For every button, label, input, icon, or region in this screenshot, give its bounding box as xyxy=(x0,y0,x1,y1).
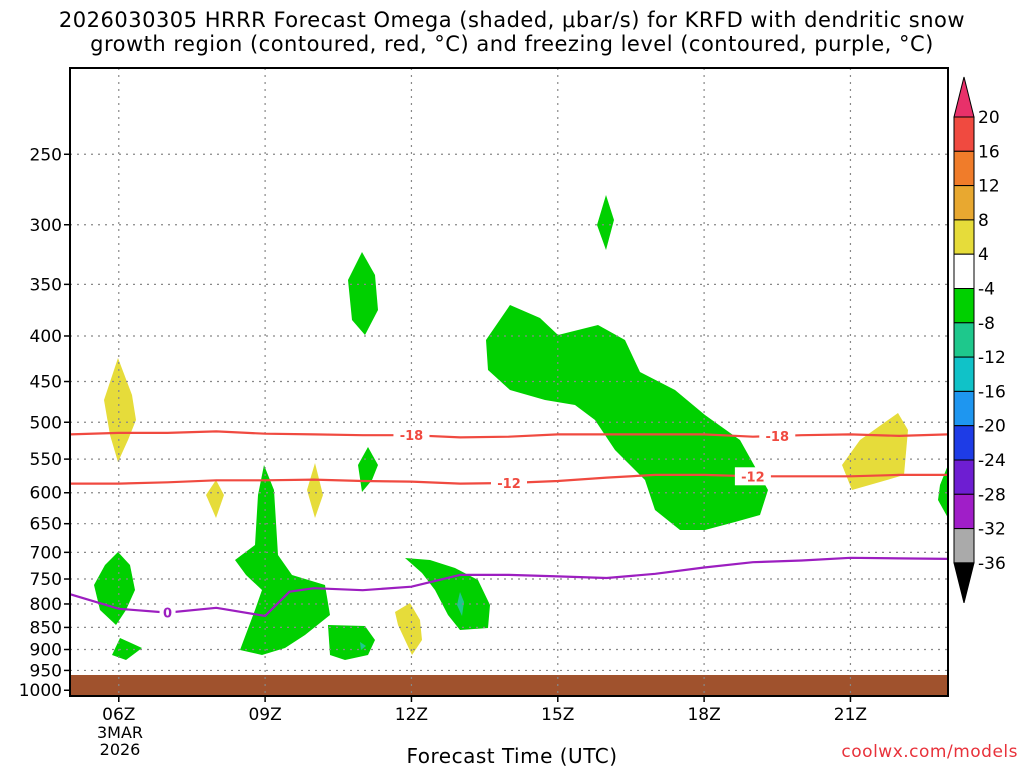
credit-text: coolwx.com/models xyxy=(841,742,1018,762)
x-tick-label: 15Z xyxy=(541,705,574,725)
contour-label: -18 xyxy=(400,429,424,444)
contours: -18 -18 -12 -12 0 xyxy=(70,426,948,622)
y-tick-label: 250 xyxy=(30,145,62,165)
ground-surface xyxy=(70,675,948,696)
contour-label-bg xyxy=(734,467,771,486)
colorbar-label: 8 xyxy=(978,211,989,231)
colorbar-swatch xyxy=(953,253,975,289)
colorbar-label: -12 xyxy=(978,348,1006,368)
colorbar-label: -8 xyxy=(978,314,995,334)
colorbar-label: -16 xyxy=(978,382,1006,402)
chart-title-line1: 2026030305 HRRR Forecast Omega (shaded, … xyxy=(58,8,966,32)
colorbar-swatch xyxy=(953,116,975,152)
colorbar-label: 20 xyxy=(978,108,1000,128)
chart-title-line2: growth region (contoured, red, °C) and f… xyxy=(90,32,934,56)
omega-shading xyxy=(94,195,948,660)
x-tick-label: 18Z xyxy=(687,705,720,725)
x-tick-label: 09Z xyxy=(248,705,281,725)
y-tick-label: 500 xyxy=(30,413,62,433)
contour-label: -18 xyxy=(766,430,790,445)
colorbar-swatch xyxy=(953,219,975,255)
colorbar-bottom-arrow xyxy=(953,562,975,604)
colorbar-swatch xyxy=(953,493,975,530)
contour-line xyxy=(70,556,948,618)
y-tick-label: 900 xyxy=(30,641,62,661)
y-tick-label: 300 xyxy=(30,216,62,236)
contour-label-bg xyxy=(393,426,430,445)
date-label-month: 3MAR xyxy=(96,723,144,742)
omega-region-yellow xyxy=(307,463,323,518)
colorbar-swatch xyxy=(953,390,975,427)
contour-label-bg xyxy=(759,426,796,445)
y-tick-label: 750 xyxy=(30,570,62,590)
contour-label-bg xyxy=(491,473,527,492)
colorbar-label: 4 xyxy=(978,245,989,265)
contour-label-bg xyxy=(159,603,176,622)
x-tick-label: 06Z xyxy=(102,705,135,725)
colorbar-swatch xyxy=(953,185,975,221)
y-tick-label: 550 xyxy=(30,450,62,470)
y-tick-label: 950 xyxy=(30,661,62,681)
y-tick-label: 700 xyxy=(30,543,62,563)
omega-region-teal xyxy=(457,592,464,616)
colorbar-label: -36 xyxy=(978,554,1006,574)
colorbar-swatch xyxy=(953,459,975,495)
y-axis: 250 300 350 400 450 500 550 600 650 700 750 800 850 9… xyxy=(19,145,70,701)
omega-region-green xyxy=(235,465,330,655)
omega-region-green xyxy=(348,252,378,335)
colorbar-swatch xyxy=(953,150,975,187)
omega-region-green xyxy=(328,625,375,660)
colorbar-top-arrow xyxy=(953,76,975,118)
x-axis: 06Z 09Z 12Z 15Z 18Z 21Z xyxy=(102,696,867,725)
colorbar-swatch xyxy=(953,356,975,392)
omega-region-yellow xyxy=(206,480,224,518)
y-tick-label: 800 xyxy=(30,595,62,615)
omega-region-green xyxy=(358,447,378,492)
omega-region-green xyxy=(597,195,614,250)
colorbar-label: -32 xyxy=(978,520,1006,540)
x-tick-label: 21Z xyxy=(834,705,867,725)
y-tick-label: 350 xyxy=(30,275,62,295)
omega-region-yellow xyxy=(842,413,908,490)
colorbar-label: -20 xyxy=(978,417,1006,437)
colorbar-label: 16 xyxy=(978,142,1000,162)
omega-region-green xyxy=(486,305,768,530)
colorbar: 20 16 12 8 4 -4 -8 -12 -16 -20 -24 -28 -32 -36 xyxy=(953,76,1006,604)
colorbar-label: 12 xyxy=(978,177,1000,197)
contour-label: -12 xyxy=(741,470,765,485)
omega-region-yellow xyxy=(104,358,136,462)
y-tick-label: 1000 xyxy=(19,681,62,701)
omega-region-teal xyxy=(360,642,366,650)
colorbar-label: -28 xyxy=(978,485,1006,505)
y-tick-label: 600 xyxy=(30,484,62,504)
colorbar-label: -24 xyxy=(978,451,1006,471)
omega-region-green xyxy=(938,465,948,518)
omega-region-yellow xyxy=(395,603,422,655)
y-tick-label: 650 xyxy=(30,515,62,535)
x-tick-label: 12Z xyxy=(395,705,428,725)
y-tick-label: 400 xyxy=(30,327,62,347)
y-tick-label: 850 xyxy=(30,618,62,638)
date-label-year: 2026 xyxy=(99,740,141,759)
colorbar-swatch xyxy=(953,322,975,358)
contour-label: 0 xyxy=(163,607,172,622)
contour-line xyxy=(70,430,948,439)
x-axis-label: Forecast Time (UTC) xyxy=(406,744,618,768)
contour-label: -12 xyxy=(497,477,521,492)
colorbar-swatch xyxy=(953,288,975,324)
colorbar-label: -4 xyxy=(978,280,995,300)
y-tick-label: 450 xyxy=(30,373,62,393)
colorbar-swatch xyxy=(953,425,975,461)
omega-region-green xyxy=(94,552,135,625)
colorbar-swatch xyxy=(953,528,975,564)
